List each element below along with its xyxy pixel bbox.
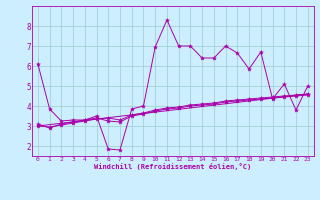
X-axis label: Windchill (Refroidissement éolien,°C): Windchill (Refroidissement éolien,°C) [94, 163, 252, 170]
